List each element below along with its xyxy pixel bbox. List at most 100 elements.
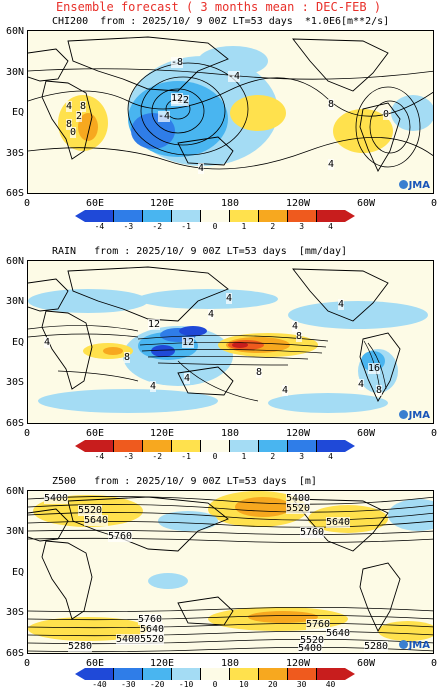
contour-label: 4: [208, 309, 215, 320]
colorbar-tick-label: 1: [241, 452, 247, 461]
lat-label: 60N: [5, 486, 24, 497]
contour-label: 4: [328, 159, 335, 170]
contour-label: 8: [296, 331, 303, 342]
colorbar-tick-label: 2: [270, 452, 276, 461]
lat-label: EQ: [11, 337, 24, 348]
colorbar-swatch: [171, 668, 200, 680]
contour-label: 12: [148, 319, 161, 330]
colorbar-swatch: [142, 668, 171, 680]
contour-label: 8: [80, 101, 87, 112]
jma-logo: JMA: [398, 180, 430, 191]
lon-label: 120W: [285, 198, 311, 209]
contour-label: 5760: [138, 614, 163, 625]
contour-label: 5400: [44, 493, 69, 504]
lon-label: 60E: [85, 428, 105, 439]
contour-label: 0: [383, 109, 390, 120]
contour-label: 4: [66, 101, 73, 112]
contour-label: 4: [226, 293, 233, 304]
contour-label: 4: [338, 299, 345, 310]
contour-label: 5280: [68, 641, 93, 652]
contour-label: 5760: [306, 619, 331, 630]
colorbar-tick-label: -10: [178, 680, 194, 689]
contour-label: 5400: [298, 643, 323, 654]
contour-label: 4: [150, 381, 157, 392]
lon-label: 0: [430, 428, 437, 439]
contour-label: 4: [198, 163, 205, 174]
contour-label: 5400: [116, 634, 141, 645]
lat-label: 30N: [5, 526, 24, 537]
lon-label: 180: [220, 658, 240, 669]
colorbar-tick-label: -3: [123, 452, 134, 461]
colorbar-swatch: [142, 440, 171, 452]
panel-title-chi200: CHI200 from : 2025/10/ 9 00Z LT=53 days …: [52, 16, 390, 27]
colorbar-swatch: [287, 210, 316, 222]
colorbar-tick-label: 10: [239, 680, 249, 689]
contour-label: 5280: [364, 641, 389, 652]
colorbar-arrow-left: [75, 210, 85, 222]
colorbar-swatch: [200, 440, 229, 452]
colorbar-tick-label: -1: [181, 222, 191, 231]
colorbar-arrow-right: [345, 440, 355, 452]
colorbar-tick-label: -30: [121, 680, 136, 689]
contour-label: 12: [182, 337, 195, 348]
colorbar-swatch: [229, 210, 258, 222]
lon-label: 120W: [285, 658, 311, 669]
colorbar-tick-label: -1: [181, 452, 191, 461]
map-rain: 4 8 12 4 4 8 12 4 8 4 4 4 8 4 16 4 JMA: [27, 260, 434, 424]
lon-label: 180: [220, 198, 240, 209]
colorbar-swatch: [85, 440, 113, 452]
lat-label: 30N: [5, 67, 24, 78]
colorbar-swatch: [229, 440, 258, 452]
contour-label: 5640: [140, 624, 165, 635]
lat-label: 30S: [5, 377, 24, 388]
colorbar-tick-label: 0: [212, 680, 218, 689]
colorbar-swatch: [258, 210, 287, 222]
colorbar-tick-label: -3: [123, 222, 134, 231]
lon-label: 60E: [85, 198, 105, 209]
colorbar-swatch: [171, 440, 200, 452]
contour-label: 4: [358, 379, 365, 390]
colorbar-arrow-left: [75, 668, 85, 680]
lon-label: 60W: [356, 198, 376, 209]
lat-label: 30N: [5, 296, 24, 307]
contour-label: 5640: [84, 515, 109, 526]
contour-label: 8: [124, 352, 131, 363]
colorbar-swatch: [113, 440, 142, 452]
colorbar-rain: [75, 440, 355, 452]
lat-label: 60S: [5, 188, 24, 199]
contour-label: 5760: [300, 527, 325, 538]
lat-label: EQ: [11, 567, 24, 578]
contour-label: 4: [44, 337, 51, 348]
contour-label: 16: [368, 363, 381, 374]
lon-label: 0: [23, 198, 31, 209]
globe-icon: [398, 640, 408, 649]
contour-label: 5640: [326, 628, 351, 639]
lat-label: 30S: [5, 607, 24, 618]
contour-label: 0: [70, 127, 77, 138]
jma-logo: JMA: [398, 640, 430, 651]
contour-label: 8: [66, 119, 73, 130]
lon-label: 120W: [285, 428, 311, 439]
colorbar-z500: [75, 668, 355, 680]
contour-label: 8: [256, 367, 263, 378]
lon-label: 0: [430, 198, 437, 209]
contour-label: 5760: [108, 531, 133, 542]
lat-label: EQ: [11, 107, 24, 118]
contour-label: 4: [184, 373, 191, 384]
colorbar-swatch: [258, 440, 287, 452]
colorbar-swatch: [287, 440, 316, 452]
colorbar-tick-label: -20: [149, 680, 165, 689]
colorbar-tick-label: -40: [92, 680, 107, 689]
panel-title-z500: Z500 from : 2025/10/ 9 00Z LT=53 days [m…: [52, 476, 317, 487]
contour-label: 5520: [286, 503, 311, 514]
colorbar-swatch: [85, 210, 113, 222]
contour-label: 5520: [140, 634, 165, 645]
contour-label: 5640: [326, 517, 351, 528]
colorbar-tick-label: 4: [328, 222, 333, 231]
chi200-anomaly-field: [28, 36, 433, 172]
lon-label: 0: [430, 658, 437, 669]
contour-label: 8: [328, 99, 335, 110]
colorbar-tick-label: -2: [152, 452, 163, 461]
colorbar-tick-label: 4: [328, 452, 333, 461]
lon-label: 60W: [356, 658, 376, 669]
